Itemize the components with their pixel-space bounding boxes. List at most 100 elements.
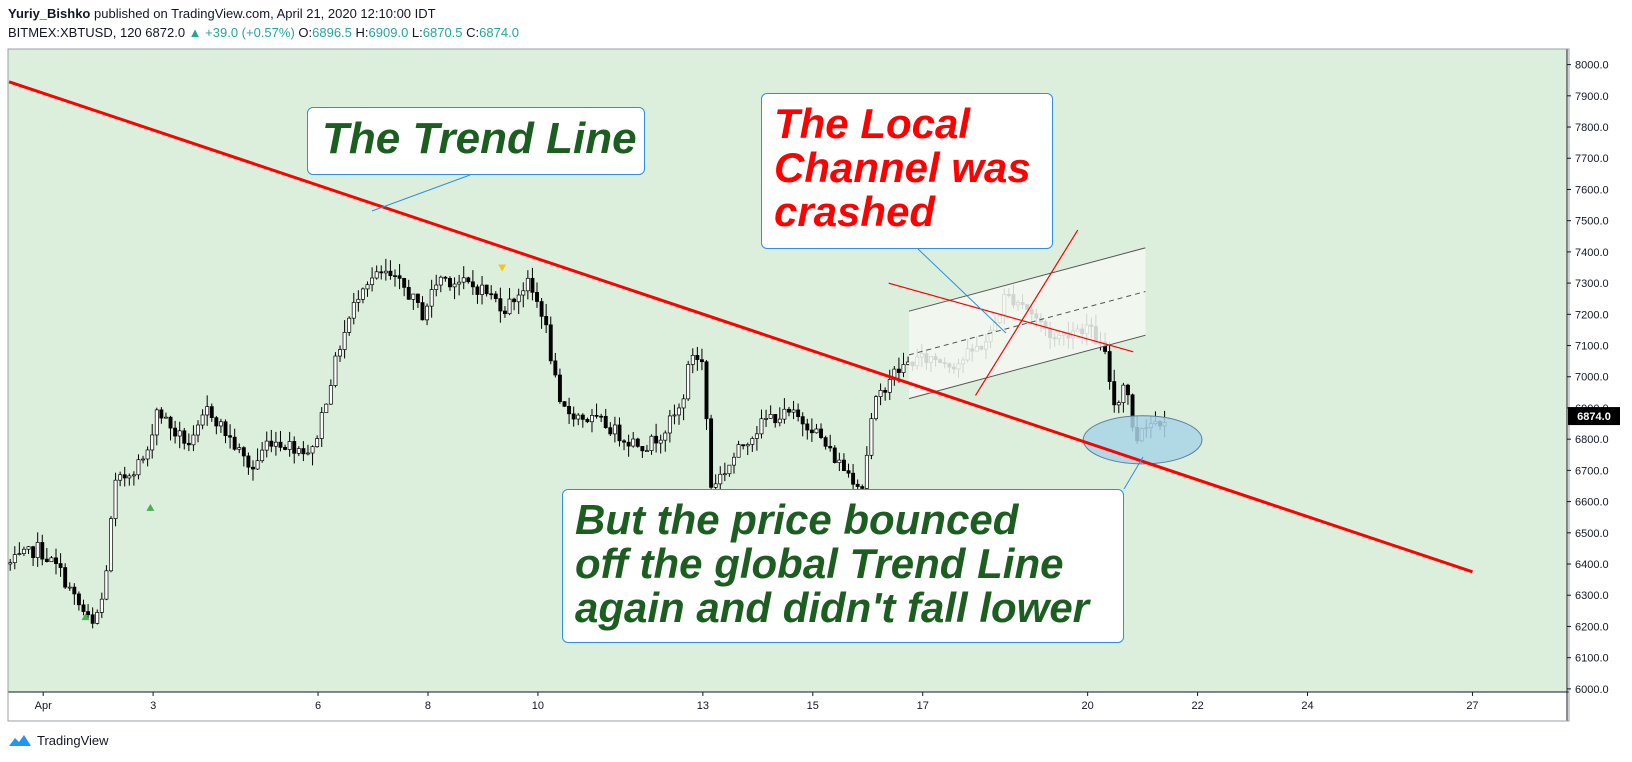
candle-body [713, 483, 718, 488]
symbol-label: BITMEX:XBTUSD, 120 [8, 25, 142, 40]
candle-body [72, 586, 77, 595]
candle [434, 274, 439, 297]
candle [21, 546, 26, 557]
tradingview-logo-icon [9, 734, 31, 746]
candle [26, 545, 31, 555]
candle-body [228, 435, 233, 438]
candle [475, 284, 480, 304]
candle-body [35, 542, 40, 558]
publish-info: Yuriy_Bishko published on TradingView.co… [8, 6, 436, 21]
candle [118, 471, 123, 487]
candle-body [196, 424, 200, 436]
candle [530, 267, 535, 301]
candle-body [425, 305, 430, 321]
candle [645, 444, 649, 452]
candle-body [145, 449, 150, 460]
candle-body [841, 459, 846, 471]
candle-body [164, 416, 168, 419]
candle [704, 360, 709, 431]
candle [283, 444, 288, 451]
candle [374, 265, 379, 280]
candle [379, 265, 384, 280]
candle-body [434, 284, 439, 290]
candle [502, 306, 507, 318]
candle-body [182, 430, 187, 444]
candle [338, 345, 342, 362]
bounce-ellipse [1082, 415, 1203, 465]
candle [667, 409, 672, 443]
candle [168, 415, 173, 441]
candle-body [883, 390, 888, 393]
candle [393, 269, 397, 287]
candle-body [709, 418, 714, 488]
candle-body [507, 298, 512, 315]
candle [690, 348, 695, 374]
candle-body [695, 354, 700, 361]
candle-body [415, 293, 420, 303]
candle [832, 445, 837, 464]
candle [182, 427, 187, 450]
candle [232, 428, 237, 451]
candle [347, 316, 352, 336]
candle [622, 439, 627, 451]
high-label: H: [355, 25, 369, 40]
candle-body [828, 445, 833, 449]
candle [452, 277, 457, 300]
candle [44, 547, 49, 563]
candle [150, 424, 155, 459]
candle-body [131, 474, 136, 477]
candle-body [796, 409, 801, 417]
candle-body [823, 437, 828, 447]
candle [113, 472, 118, 527]
candle-body [475, 286, 480, 295]
candle [805, 418, 810, 440]
trend-line [8, 80, 1473, 574]
candle [196, 420, 200, 443]
candle-body [498, 298, 503, 312]
candle [557, 368, 562, 404]
trend-line-callout[interactable]: The Trend Line [307, 107, 645, 175]
candle-body [654, 435, 659, 444]
y-tick-label: 8000.0 [1575, 60, 1609, 72]
candle-body [315, 438, 320, 448]
candle [273, 431, 278, 456]
open-value: 6896.5 [312, 25, 352, 40]
y-tick-label: 7300.0 [1575, 278, 1609, 290]
y-tick-label: 7500.0 [1575, 216, 1609, 228]
candle [429, 279, 434, 318]
candle [186, 433, 191, 452]
author-name[interactable]: Yuriy_Bishko [8, 6, 91, 21]
candle-body [76, 593, 81, 606]
candle-body [438, 276, 443, 286]
candle [759, 409, 764, 439]
candle-body [704, 361, 709, 420]
candle-body [677, 407, 681, 416]
candle-body [512, 298, 517, 303]
signal-marker [81, 613, 90, 621]
candle [672, 404, 677, 425]
candle [887, 369, 892, 400]
candle [17, 542, 22, 556]
candle-body [99, 598, 104, 613]
candle [525, 270, 530, 300]
candle-body [379, 271, 384, 274]
candle [736, 440, 741, 458]
y-tick-label: 6100.0 [1575, 653, 1609, 665]
tradingview-brand[interactable]: TradingView [37, 733, 109, 748]
candle-body [489, 293, 494, 296]
candle-body [200, 414, 205, 426]
x-tick-label: 3 [150, 700, 156, 712]
candle-body [553, 360, 558, 376]
bounce-callout[interactable]: But the price bounced off the global Tre… [562, 489, 1124, 643]
x-tick-label: 20 [1082, 700, 1094, 712]
candle-body [365, 284, 370, 290]
local-channel-callout[interactable]: The Local Channel was crashed [761, 93, 1053, 249]
candle-body [878, 390, 883, 397]
candle-body [388, 270, 393, 276]
candle-body [49, 557, 54, 563]
candle-body [1126, 384, 1130, 396]
candle [67, 582, 72, 591]
candle-body [296, 448, 301, 454]
candle [544, 303, 549, 334]
red-line-2 [888, 282, 1134, 353]
